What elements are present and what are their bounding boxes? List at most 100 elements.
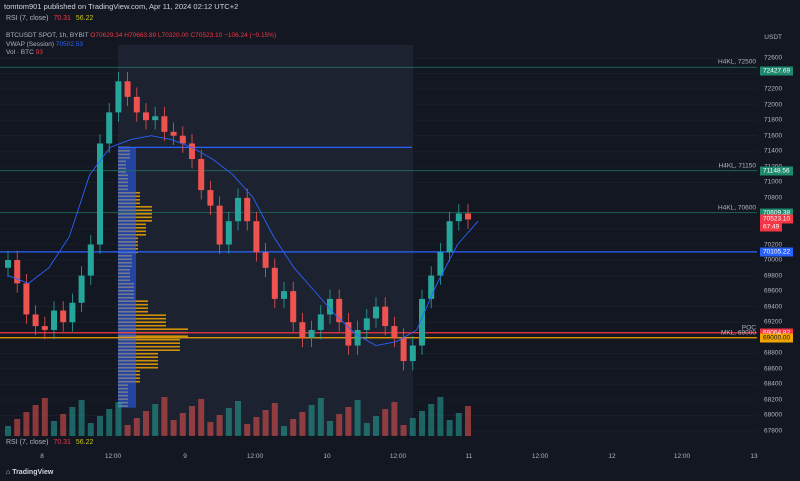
candle-body: [14, 260, 21, 284]
symbol-label[interactable]: BTCUSDT SPOT, 1h, BYBIT: [6, 32, 89, 39]
candle-body: [235, 197, 241, 222]
price-axis[interactable]: 7260072400722007200071800716007140071200…: [760, 44, 800, 444]
candle-body: [32, 314, 39, 327]
price-tick-label: 68600: [764, 365, 783, 373]
volume-bar: [41, 398, 48, 436]
vwap-value: 70502.53: [55, 40, 83, 48]
candle-body: [253, 221, 260, 253]
volume-bar: [198, 399, 205, 436]
volume-bar: [382, 409, 389, 436]
high-value: H70663.89: [124, 32, 157, 39]
volume-bar: [327, 421, 333, 436]
time-tick-label: 12:00: [673, 453, 691, 460]
chart-legend: BTCUSDT SPOT, 1h, BYBIT O70629.34 H70663…: [6, 32, 276, 58]
candle-body: [143, 112, 149, 121]
brand-text: TradingView: [12, 469, 54, 476]
volume-bar: [152, 404, 159, 436]
rsi-ma-value: 56.22: [75, 15, 94, 22]
candle-body: [244, 197, 251, 222]
level-label: H4KL, 72500: [718, 58, 756, 66]
candle-body: [373, 306, 379, 319]
candle-body: [391, 326, 398, 338]
price-tick-label: 69600: [764, 287, 783, 295]
volume-bar: [235, 401, 241, 436]
volume-bar: [391, 402, 398, 436]
vwap-label[interactable]: VWAP (Session): [6, 40, 55, 48]
price-tick-label: 68800: [764, 349, 783, 357]
candle-body: [124, 81, 131, 97]
volume-bar: [363, 423, 370, 436]
price-tick-label: 72600: [764, 54, 783, 62]
volume-bar: [87, 423, 94, 436]
time-tick-label: 11: [465, 453, 473, 460]
volume-bar: [14, 419, 21, 436]
candle-body: [419, 298, 425, 346]
candle-body: [308, 329, 315, 338]
publisher-text: tomtom901 published on TradingView.com, …: [4, 2, 239, 11]
volume-bar: [5, 426, 11, 436]
time-tick-label: 10: [323, 453, 331, 460]
price-tag: 72427.69: [760, 66, 794, 76]
volume-bar: [262, 410, 269, 436]
time-tick-label: 8: [40, 453, 44, 460]
low-value: L70320.00: [157, 32, 189, 39]
candle-body: [400, 337, 407, 362]
volume-bar: [299, 412, 306, 436]
price-chart[interactable]: [0, 30, 757, 438]
volume-bar: [271, 403, 278, 436]
volume-bar: [308, 405, 315, 436]
candle-body: [60, 310, 67, 323]
price-tick-label: 68400: [764, 380, 783, 388]
volume-bar: [244, 424, 251, 436]
currency-label[interactable]: USDT: [764, 34, 782, 41]
price-tick-label: 67800: [764, 427, 783, 435]
volume-bar: [32, 405, 39, 436]
time-axis[interactable]: 8 12:00 9 12:00 10 12:00 11 12:00 12 12:00 13: [0, 450, 800, 464]
candle-body: [409, 345, 416, 362]
time-tick-label: 9: [183, 453, 187, 460]
volume-bar: [455, 413, 462, 436]
volume-bar: [345, 407, 352, 436]
volume-bar: [437, 397, 444, 436]
volume-bar: [69, 407, 76, 436]
candle-body: [428, 275, 435, 299]
candle-body: [161, 116, 168, 132]
candle-body: [345, 322, 352, 346]
volume-bar: [23, 412, 30, 436]
volume-label[interactable]: Vol · BTC: [6, 49, 34, 56]
price-tick-label: 71400: [764, 147, 783, 155]
candle-body: [97, 143, 103, 245]
volume-bar: [97, 416, 103, 436]
volume-profile-value-area: [118, 147, 136, 408]
price-tag: 70523.10: [760, 214, 794, 224]
candle-body: [455, 213, 462, 222]
volume-bar: [428, 404, 435, 436]
candle-body: [299, 322, 306, 338]
candle-body: [189, 143, 195, 160]
time-tick-label: 13: [750, 453, 758, 460]
volume-bar: [115, 402, 122, 436]
volume-bar: [179, 413, 186, 436]
volume-bar: [354, 400, 361, 436]
rsi-top-legend[interactable]: RSI (7, close) 70.31 56.22: [6, 15, 93, 22]
volume-bar: [409, 418, 416, 436]
rsi-ma-value: 56.22: [75, 439, 94, 446]
volume-bar: [143, 411, 149, 436]
volume-bar: [373, 416, 379, 436]
candle-body: [446, 221, 453, 253]
volume-bar: [465, 406, 471, 436]
candle-body: [133, 96, 140, 113]
candle-body: [216, 205, 223, 245]
price-tick-label: 69800: [764, 272, 783, 280]
price-tag: 69064.82: [760, 328, 794, 338]
volume-bar: [133, 418, 140, 436]
candle-body: [87, 244, 94, 276]
rsi-bottom-legend[interactable]: RSI (7, close) 70.31 56.22: [6, 439, 93, 446]
candle-body: [207, 190, 214, 206]
candle-body: [5, 260, 11, 268]
tradingview-logo[interactable]: ⌂ TradingView: [6, 469, 54, 476]
price-tick-label: 70800: [764, 194, 783, 202]
volume-bar: [400, 425, 407, 436]
publisher-bar: tomtom901 published on TradingView.com, …: [0, 0, 800, 14]
volume-bar: [207, 422, 214, 436]
